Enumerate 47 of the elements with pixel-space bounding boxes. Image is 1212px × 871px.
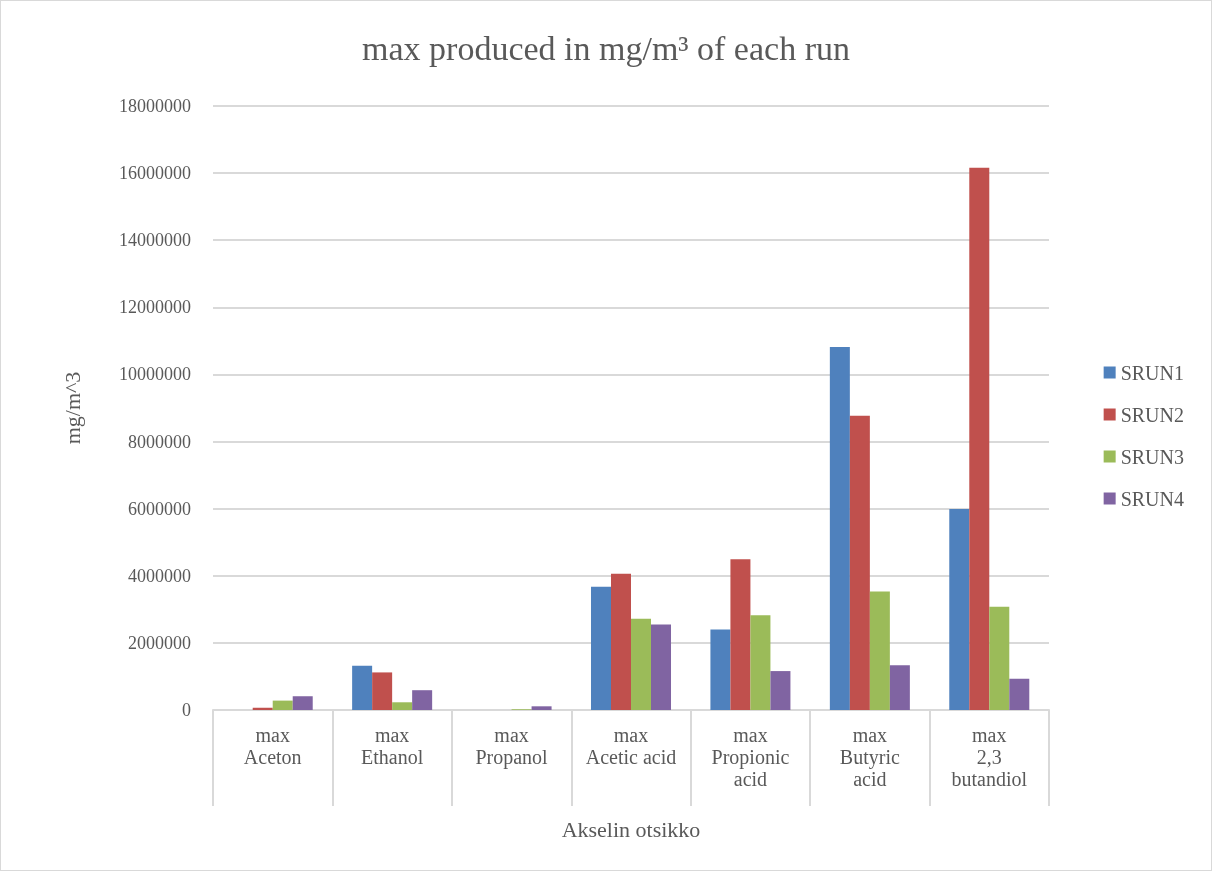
x-tick-label: max Aceton	[243, 724, 302, 768]
bar	[750, 615, 771, 710]
bar	[889, 665, 910, 710]
y-tick-label: 12000000	[119, 297, 191, 318]
bar	[770, 671, 791, 710]
bar	[412, 690, 433, 710]
legend-label: SRUN3	[1120, 445, 1185, 468]
bar	[292, 696, 313, 710]
bar	[590, 586, 611, 710]
y-tick-label: 2000000	[128, 632, 191, 653]
x-tick-label: max Acetic acid	[585, 724, 677, 768]
bar	[730, 559, 751, 710]
y-tick-label: 14000000	[119, 230, 191, 251]
bar	[710, 629, 731, 710]
y-axis-title: mg/m^3	[59, 371, 85, 445]
bar	[1009, 678, 1030, 710]
y-tick-label: 8000000	[128, 431, 191, 452]
x-tick-label: max Butyric acid	[839, 724, 900, 790]
y-tick-label: 4000000	[128, 565, 191, 586]
x-tick-label: max Propanol	[475, 724, 549, 769]
y-tick-label: 18000000	[119, 96, 191, 116]
bar	[989, 606, 1010, 710]
x-axis-title: Akselin otsikko	[561, 816, 701, 842]
legend-label: SRUN2	[1120, 403, 1185, 426]
y-tick-label: 16000000	[119, 163, 191, 184]
legend-label: SRUN1	[1120, 361, 1185, 384]
bar	[272, 700, 293, 710]
bar	[611, 573, 631, 710]
legend-label: SRUN4	[1120, 487, 1185, 510]
bar	[631, 618, 651, 710]
bar	[531, 706, 552, 710]
bar	[869, 591, 890, 710]
x-tick-label: max Propionic acid	[711, 724, 790, 790]
bar	[849, 415, 870, 710]
bar	[969, 167, 990, 710]
y-tick-label: 10000000	[119, 364, 191, 385]
bar	[372, 672, 393, 710]
bar	[352, 665, 373, 710]
x-tick-label: max Ethanol	[361, 724, 424, 768]
chart-title: max produced in mg/m³ of each run	[362, 29, 850, 67]
y-tick-label: 6000000	[128, 498, 191, 519]
bar	[651, 624, 672, 710]
bar	[392, 702, 413, 710]
bar	[949, 509, 970, 710]
y-tick-label: 0	[182, 700, 191, 720]
x-tick-label: max 2,3 butandiol	[951, 724, 1028, 790]
bar	[829, 346, 850, 710]
